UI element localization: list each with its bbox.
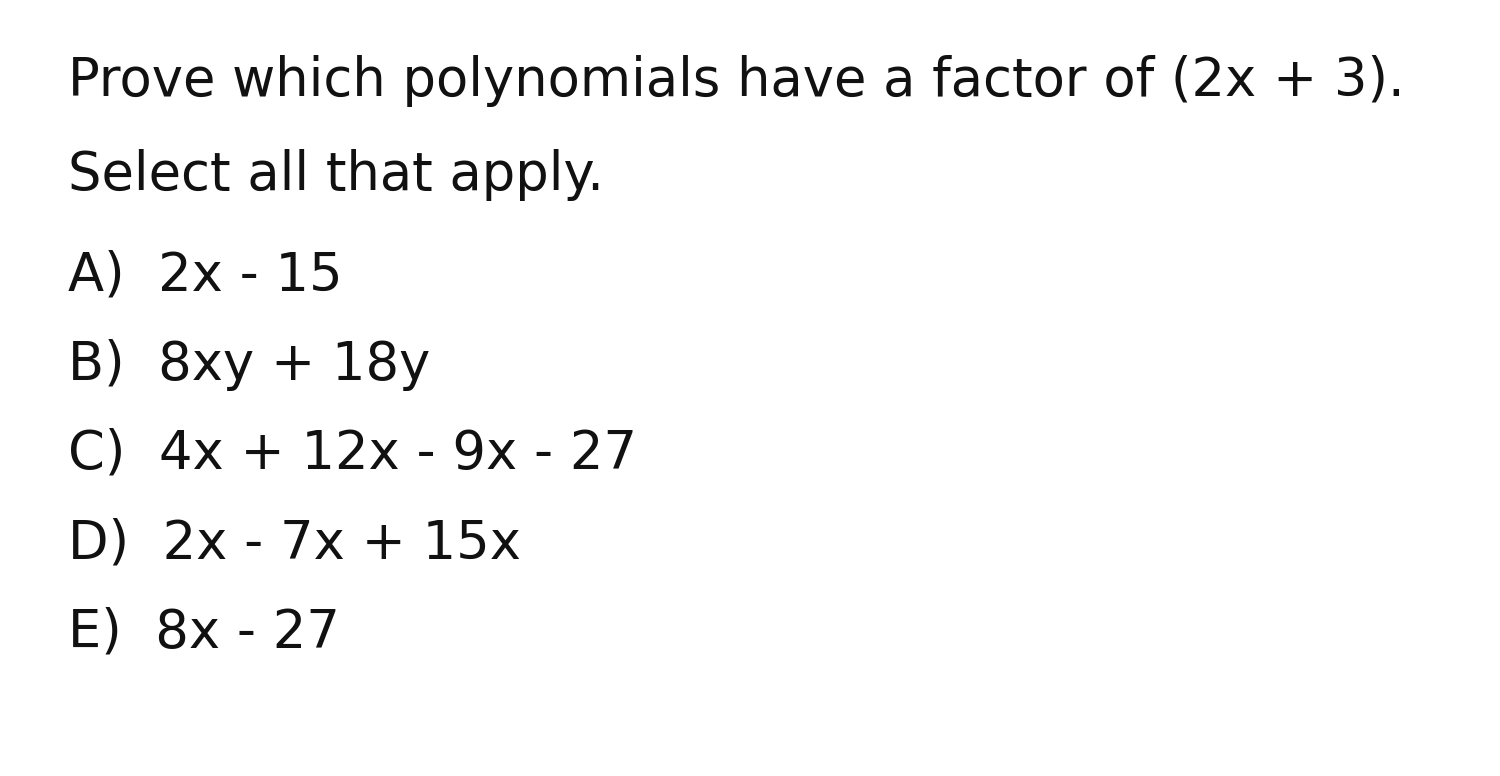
Text: B)  8xy + 18y: B) 8xy + 18y bbox=[68, 338, 430, 391]
Text: E)  8x - 27: E) 8x - 27 bbox=[68, 606, 339, 659]
Text: Select all that apply.: Select all that apply. bbox=[68, 148, 603, 201]
Text: Prove which polynomials have a factor of (2x + 3).: Prove which polynomials have a factor of… bbox=[68, 55, 1404, 108]
Text: A)  2x - 15: A) 2x - 15 bbox=[68, 249, 342, 302]
Text: C)  4x + 12x - 9x - 27: C) 4x + 12x - 9x - 27 bbox=[68, 428, 636, 480]
Text: D)  2x - 7x + 15x: D) 2x - 7x + 15x bbox=[68, 517, 520, 570]
